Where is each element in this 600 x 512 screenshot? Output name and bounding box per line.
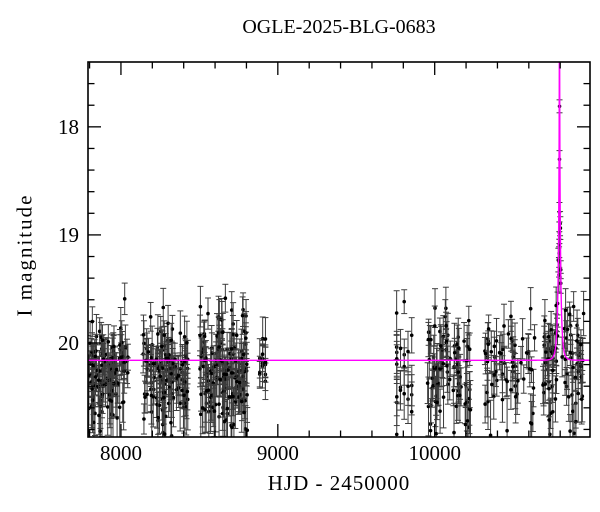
x-tick-label: 10000 [408, 441, 461, 465]
x-axis-title: HJD - 2450000 [267, 471, 411, 495]
axis-ticks [88, 62, 590, 437]
x-tick-label: 9000 [257, 441, 299, 465]
model-curve [88, 61, 590, 361]
tick-labels: 8000 9000 10000 18 19 20 [58, 115, 461, 465]
y-tick-label: 20 [58, 331, 79, 355]
y-tick-label: 19 [58, 223, 79, 247]
y-tick-label: 18 [58, 115, 79, 139]
chart-title: OGLE-2025-BLG-0683 [242, 16, 436, 38]
plot-frame [87, 61, 591, 438]
photometry-points [87, 99, 587, 438]
x-tick-label: 8000 [100, 441, 142, 465]
